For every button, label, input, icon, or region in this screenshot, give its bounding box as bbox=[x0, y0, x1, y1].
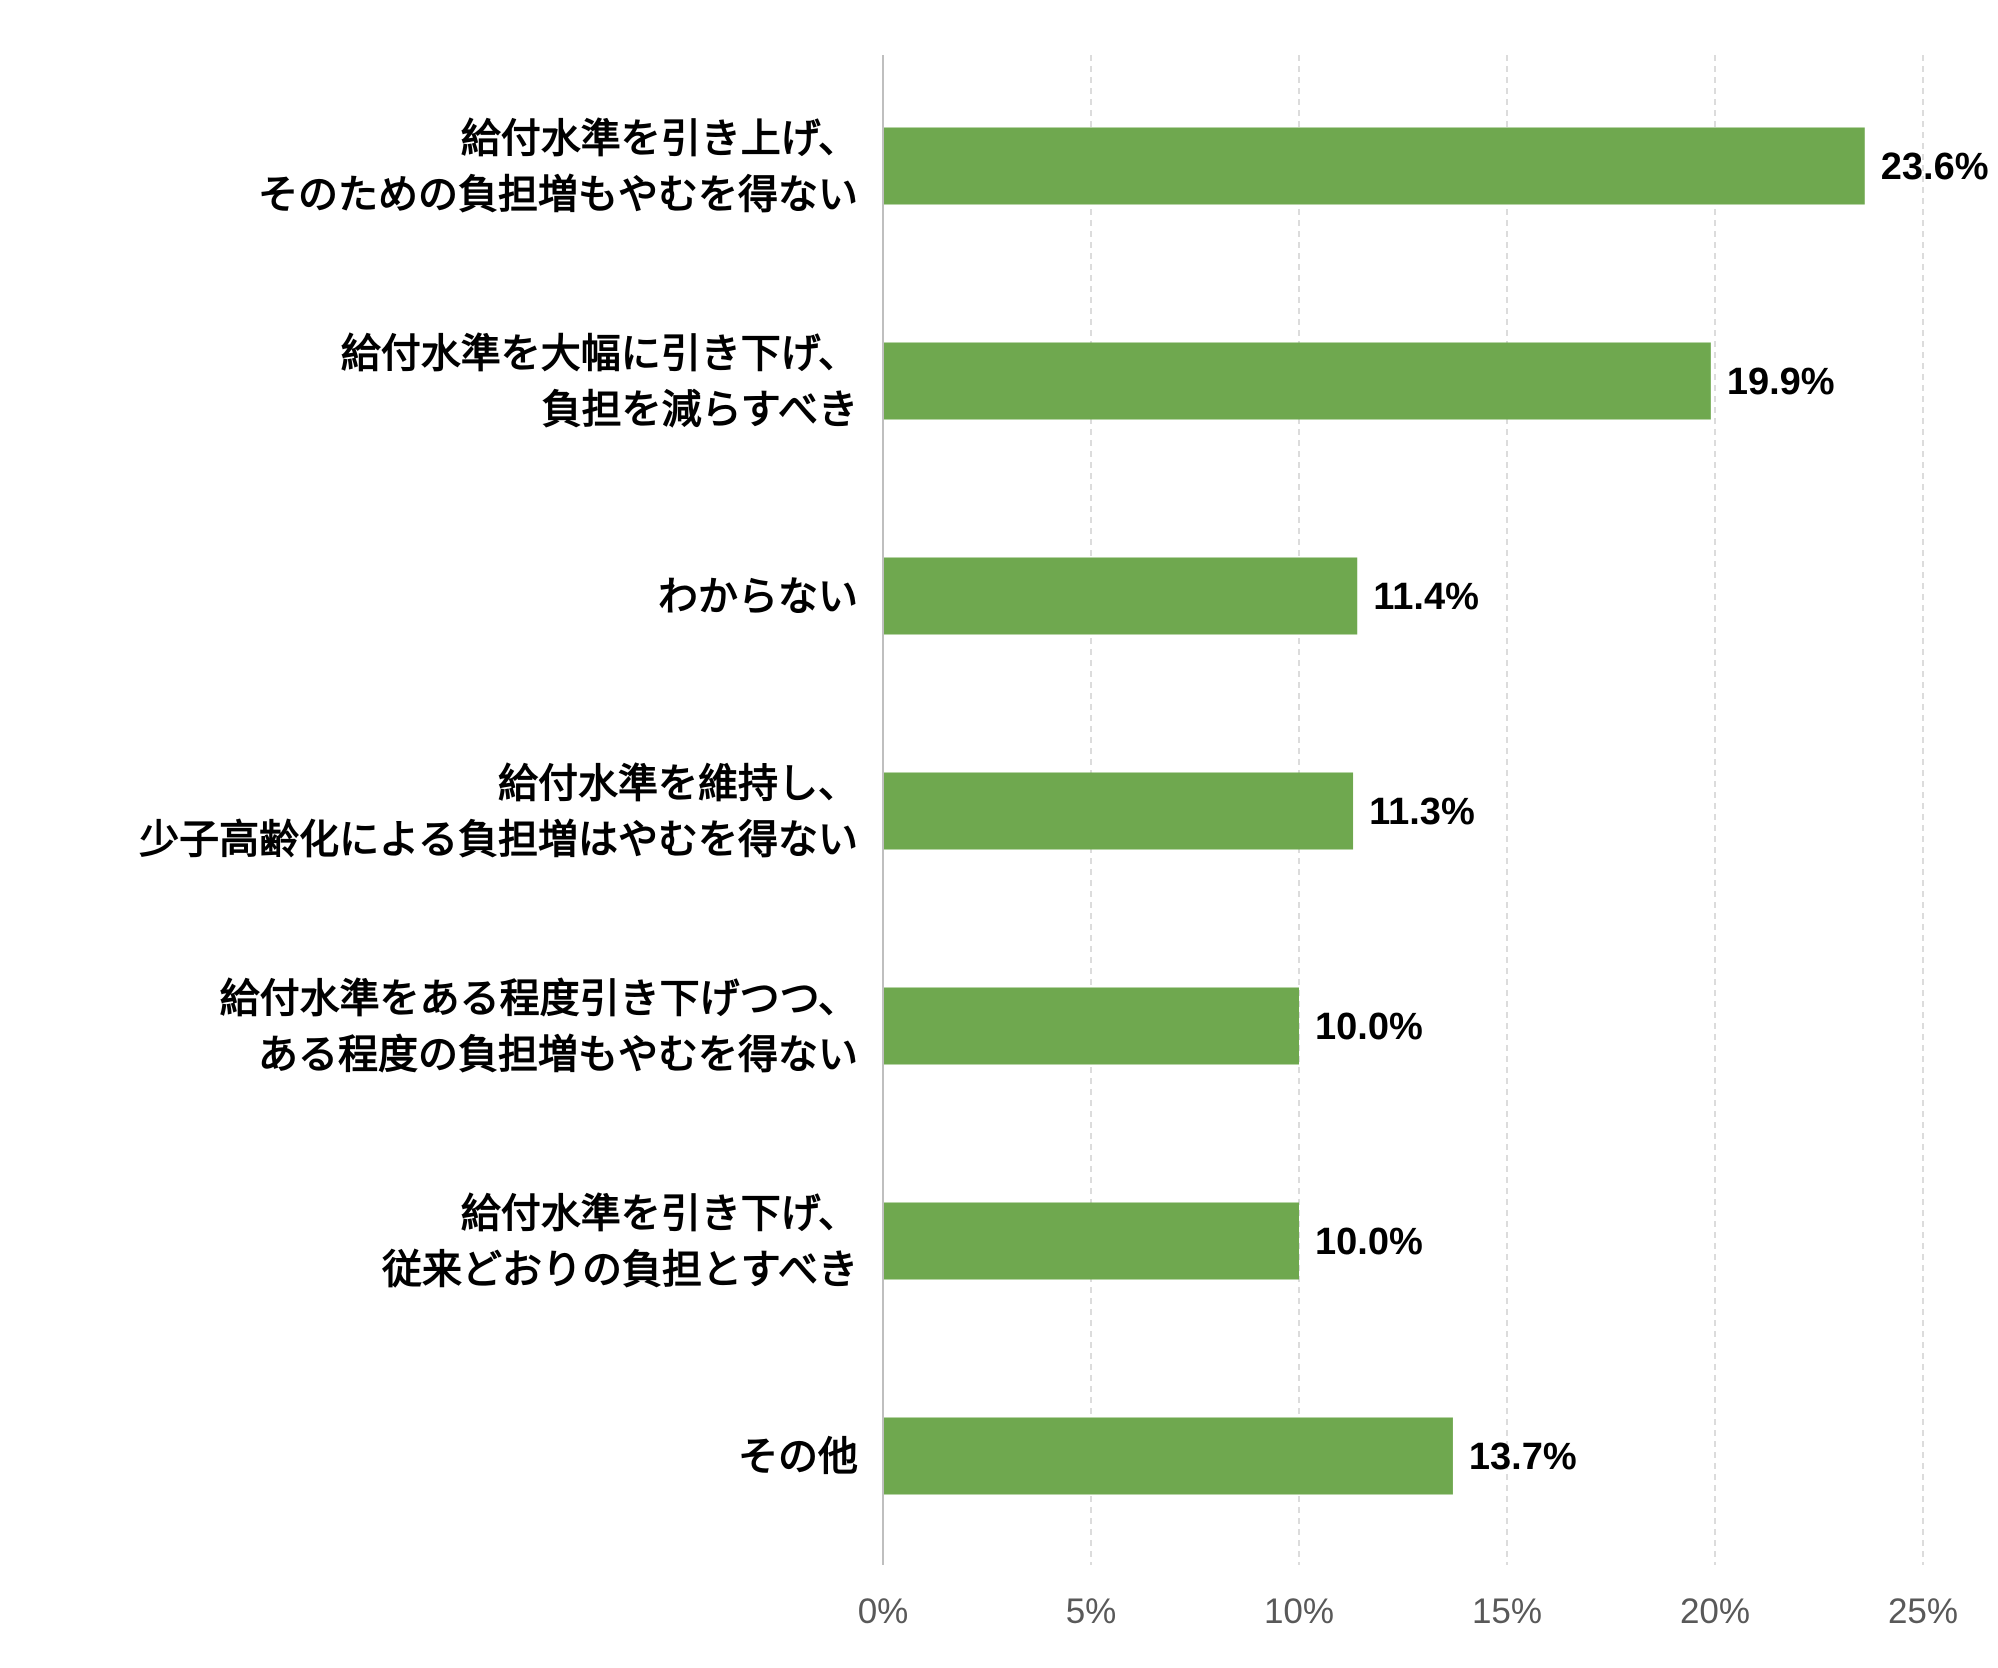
category-label: 給付水準を引き上げ、 bbox=[461, 116, 858, 162]
category-label: わからない bbox=[658, 574, 858, 620]
value-label: 23.6% bbox=[1881, 146, 1989, 188]
category-label: ある程度の負担増もやむを得ない bbox=[258, 1032, 858, 1078]
category-labels: 給付水準を引き上げ、そのための負担増もやむを得ない給付水準を大幅に引き下げ、負担… bbox=[139, 116, 858, 1480]
bar bbox=[883, 1417, 1453, 1495]
x-axis-ticks: 0% 5% 10% 15% 20% 25% bbox=[858, 1592, 1958, 1631]
bar bbox=[883, 1202, 1299, 1280]
value-label: 10.0% bbox=[1315, 1006, 1423, 1048]
bar bbox=[883, 557, 1358, 635]
category-label: 少子高齢化による負担増はやむを得ない bbox=[139, 817, 858, 863]
category-label: 給付水準をある程度引き下げつつ、 bbox=[220, 976, 858, 1022]
x-tick-label: 25% bbox=[1888, 1592, 1958, 1631]
category-label: 負担を減らすべき bbox=[542, 387, 858, 433]
category-label: 給付水準を引き下げ、 bbox=[461, 1191, 858, 1237]
bar bbox=[883, 772, 1354, 850]
value-label: 13.7% bbox=[1469, 1436, 1577, 1478]
value-label: 10.0% bbox=[1315, 1221, 1423, 1263]
bars bbox=[883, 127, 1865, 1495]
gridlines bbox=[1090, 55, 1924, 1565]
category-label: その他 bbox=[738, 1434, 858, 1480]
value-labels: 23.6% 19.9% 11.4% 11.3% 10.0% 10.0% 13.7% bbox=[1315, 146, 1989, 1478]
x-tick-label: 0% bbox=[858, 1592, 909, 1631]
value-label: 19.9% bbox=[1727, 361, 1835, 403]
bar bbox=[883, 127, 1865, 205]
bar bbox=[883, 342, 1711, 420]
x-tick-label: 5% bbox=[1066, 1592, 1117, 1631]
x-tick-label: 10% bbox=[1264, 1592, 1334, 1631]
category-label: 給付水準を維持し、 bbox=[498, 761, 858, 807]
x-tick-label: 20% bbox=[1680, 1592, 1750, 1631]
value-label: 11.4% bbox=[1373, 576, 1479, 618]
x-tick-label: 15% bbox=[1472, 1592, 1542, 1631]
category-label: 従来どおりの負担とすべき bbox=[381, 1247, 858, 1293]
bar bbox=[883, 987, 1299, 1065]
category-label: 給付水準を大幅に引き下げ、 bbox=[341, 331, 858, 377]
category-label: そのための負担増もやむを得ない bbox=[258, 172, 858, 218]
value-label: 11.3% bbox=[1369, 791, 1475, 833]
